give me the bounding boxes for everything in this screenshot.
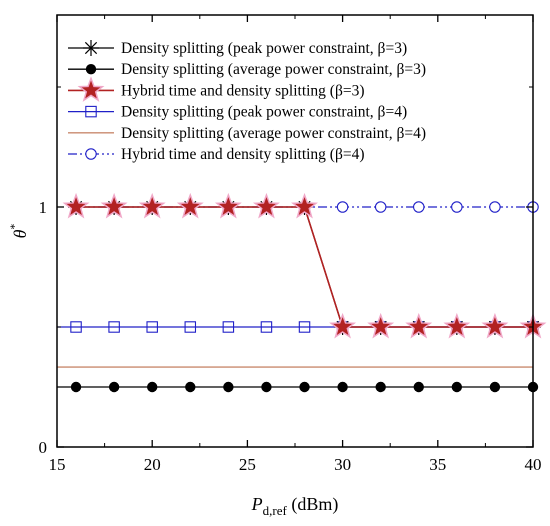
series-1-point <box>337 381 348 393</box>
series-2-point <box>405 312 433 339</box>
series-2-point <box>100 192 128 219</box>
series-2-point <box>443 312 471 339</box>
plot-frame <box>56 14 534 448</box>
legend-marker <box>85 148 97 160</box>
series-3-point <box>146 321 158 333</box>
legend-label: Hybrid time and density splitting (β=4) <box>121 146 365 163</box>
legend-marker <box>85 63 97 75</box>
series-3-point <box>260 321 273 333</box>
x-axis-label: Pd,ref (dBm) <box>251 494 339 518</box>
x-axis-label-subscript: d,ref <box>263 503 288 518</box>
x-axis-label-symbol: P <box>251 494 263 514</box>
series-2-point <box>138 192 166 219</box>
series-2-point <box>62 192 90 219</box>
series-5-point <box>413 201 425 213</box>
series-layer <box>57 192 547 393</box>
legend-label: Hybrid time and density splitting (β=3) <box>121 82 365 99</box>
x-tick-label: 40 <box>525 455 542 474</box>
series-3-point <box>222 321 235 333</box>
legend-item-3: Density splitting (peak power constraint… <box>68 104 407 121</box>
series-2-point <box>252 192 280 219</box>
series-1-point <box>223 381 234 393</box>
x-tick-label: 20 <box>144 455 161 474</box>
legend-label: Density splitting (peak power constraint… <box>121 104 407 121</box>
x-tick-label: 15 <box>49 455 66 474</box>
series-1-point <box>489 381 501 393</box>
series-2-point <box>176 192 204 219</box>
series-1-point <box>185 381 196 393</box>
y-tick-label: 0 <box>39 438 48 457</box>
legend-item-4: Density splitting (average power constra… <box>68 125 426 142</box>
series-1-point <box>147 381 158 393</box>
series-1-point <box>451 381 463 393</box>
ticks-layer: 15 20 25 30 35 40 0 1 <box>39 15 542 474</box>
legend-label: Density splitting (peak power constraint… <box>121 40 407 57</box>
legend-label: Density splitting (average power constra… <box>121 125 426 142</box>
series-5-point <box>374 201 387 213</box>
series-1-point <box>375 381 386 393</box>
series-2-point <box>481 312 509 339</box>
y-axis-label: θ* <box>7 224 30 239</box>
series-0 <box>68 199 541 335</box>
x-tick-label: 35 <box>429 455 446 474</box>
series-2-line <box>76 206 533 328</box>
series-5-point <box>451 201 463 213</box>
series-2 <box>62 192 547 339</box>
series-0-line <box>76 206 533 328</box>
y-axis-label-symbol: θ <box>10 229 30 238</box>
series-2-point <box>291 192 318 219</box>
series-1-point <box>413 381 424 393</box>
series-3-point <box>70 321 82 333</box>
series-1-point <box>261 381 272 393</box>
legend-label: Density splitting (average power constra… <box>121 61 426 78</box>
series-1-point <box>70 381 82 393</box>
legend-marker <box>83 40 99 56</box>
legend-item-2: Hybrid time and density splitting (β=3) <box>68 76 365 102</box>
series-3-point <box>298 321 311 333</box>
series-1-point <box>299 381 310 393</box>
series-3-point <box>108 321 120 333</box>
series-2-point <box>214 192 242 219</box>
series-2-point <box>367 312 395 339</box>
series-2-point <box>329 312 357 339</box>
legend: Density splitting (peak power constraint… <box>68 40 426 163</box>
legend-item-1: Density splitting (average power constra… <box>68 61 426 78</box>
legend-marker <box>77 76 105 102</box>
y-axis-label-superscript: * <box>7 224 21 230</box>
legend-item-0: Density splitting (peak power constraint… <box>68 40 407 57</box>
legend-marker <box>85 105 97 118</box>
legend-marker-stroke <box>84 41 98 55</box>
series-5-point <box>336 201 349 213</box>
series-1-point <box>108 381 120 393</box>
x-tick-label: 30 <box>334 455 351 474</box>
y-tick-label: 1 <box>39 198 48 217</box>
x-axis-label-unit: (dBm) <box>287 494 339 515</box>
series-1 <box>57 381 539 393</box>
series-5-point <box>489 201 501 213</box>
legend-item-5: Hybrid time and density splitting (β=4) <box>68 146 365 163</box>
x-tick-label: 25 <box>239 455 256 474</box>
series-3-point <box>184 321 197 333</box>
